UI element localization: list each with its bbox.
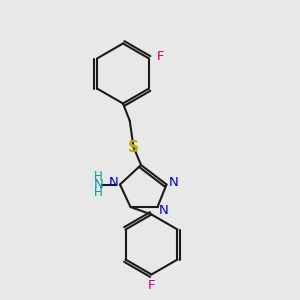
Text: S: S <box>128 140 139 154</box>
Text: N: N <box>159 204 169 217</box>
Text: H: H <box>94 186 103 200</box>
Text: N: N <box>109 176 118 190</box>
Text: F: F <box>148 279 155 292</box>
Text: H: H <box>94 169 103 183</box>
Text: N: N <box>94 178 103 191</box>
Text: F: F <box>157 50 164 64</box>
Text: N: N <box>169 176 179 190</box>
